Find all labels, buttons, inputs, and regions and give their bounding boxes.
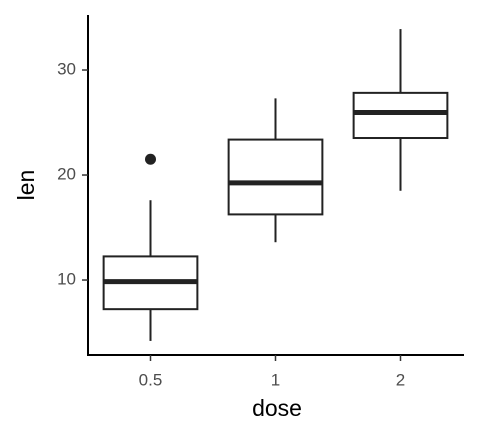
box <box>352 91 449 140</box>
y-tick-label: 20 <box>57 165 76 184</box>
y-tick-label: 10 <box>57 270 76 289</box>
outlier <box>145 153 156 165</box>
x-tick-label: 0.5 <box>139 370 163 389</box>
x-tick-label: 2 <box>396 370 405 389</box>
y-axis-title: len <box>13 170 39 201</box>
x-axis-title: dose <box>252 395 302 421</box>
x-tick-label: 1 <box>271 370 280 389</box>
box <box>227 138 324 216</box>
y-tick-label: 30 <box>57 60 76 79</box>
